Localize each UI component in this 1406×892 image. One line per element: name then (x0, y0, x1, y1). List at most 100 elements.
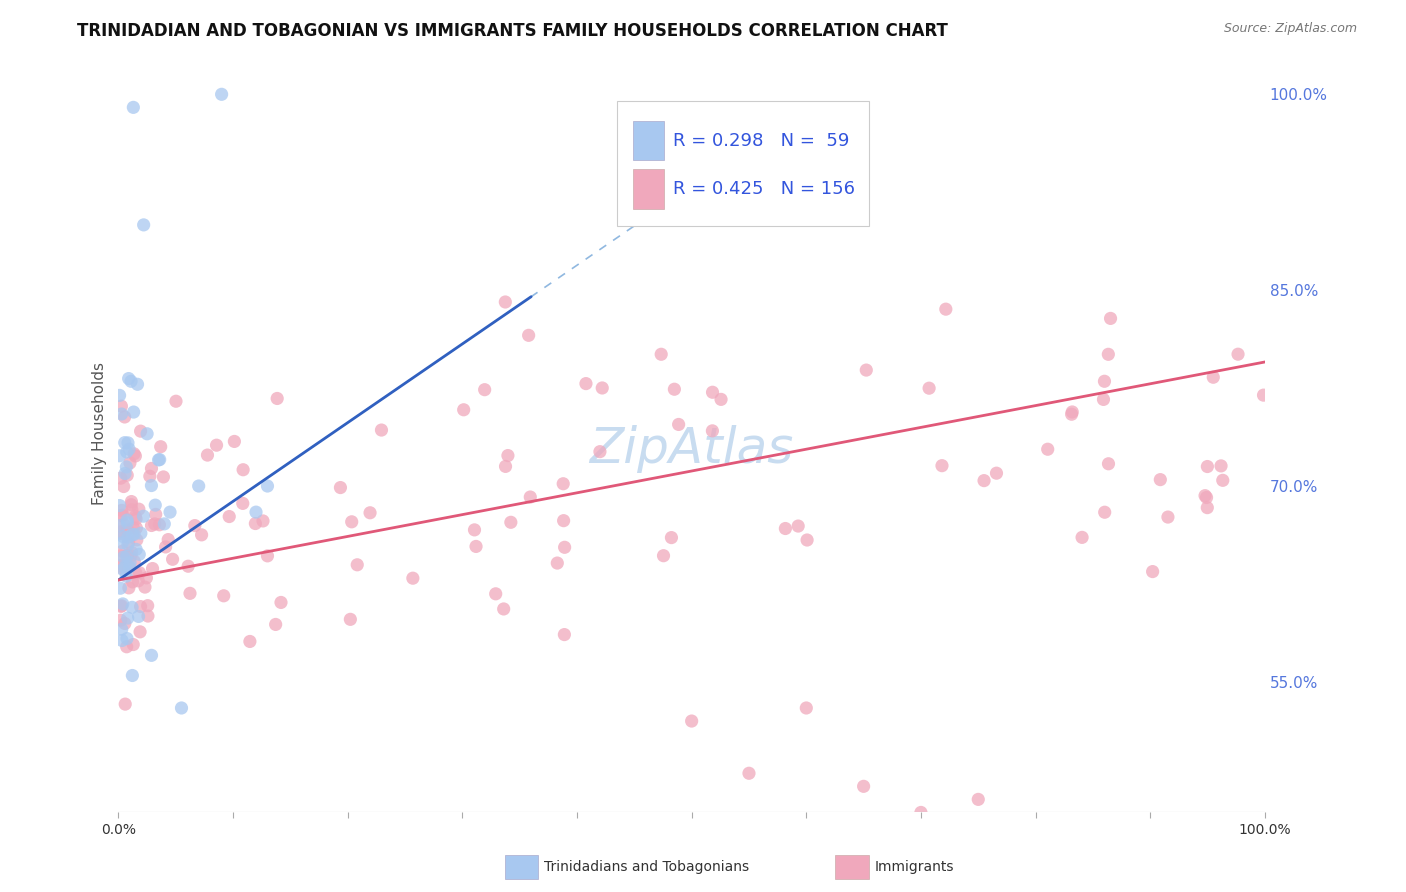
Point (149, 452, 172, 467)
Point (117, 530, 139, 544)
Point (122, 405, 145, 419)
Point (143, 516, 166, 531)
Point (256, 479, 278, 493)
Point (127, 574, 149, 588)
Point (553, 514, 575, 528)
Point (124, 554, 146, 568)
Point (910, 805, 932, 820)
Point (359, 506, 381, 520)
Point (973, 474, 995, 488)
Text: Source: ZipAtlas.com: Source: ZipAtlas.com (1223, 22, 1357, 36)
Point (115, 640, 138, 654)
Point (115, 569, 138, 583)
Point (118, 581, 141, 595)
Point (553, 476, 575, 491)
Point (117, 535, 139, 549)
Point (1157, 510, 1180, 524)
Point (125, 521, 148, 535)
Point (211, 87, 233, 102)
Point (1092, 392, 1115, 407)
Point (110, 526, 132, 541)
Point (650, 347, 672, 361)
Point (1194, 489, 1216, 503)
Point (108, 499, 131, 513)
Point (141, 648, 163, 663)
Point (139, 469, 162, 483)
Point (110, 558, 132, 573)
Point (132, 218, 155, 232)
Point (117, 435, 139, 450)
Point (129, 599, 152, 614)
Point (1062, 405, 1084, 419)
Point (589, 444, 612, 458)
Point (122, 521, 145, 535)
Point (212, 589, 235, 603)
Point (121, 668, 143, 682)
Point (453, 402, 475, 417)
Point (129, 526, 152, 541)
Point (120, 498, 142, 512)
Point (128, 609, 150, 624)
Point (108, 518, 131, 533)
Point (125, 542, 148, 557)
Point (931, 458, 953, 473)
Point (1097, 457, 1119, 471)
Point (114, 697, 136, 711)
Text: Immigrants: Immigrants (875, 860, 955, 874)
Point (329, 481, 352, 495)
Point (1149, 473, 1171, 487)
FancyBboxPatch shape (633, 121, 664, 161)
Point (114, 616, 136, 631)
Point (117, 371, 139, 385)
Point (129, 624, 152, 639)
Point (1209, 458, 1232, 473)
Point (162, 552, 184, 566)
Point (232, 463, 254, 477)
Point (775, 522, 797, 536)
Point (121, 502, 143, 516)
Point (117, 538, 139, 552)
Point (239, 634, 262, 648)
Point (117, 548, 139, 562)
Point (145, 508, 167, 522)
Point (128, 502, 150, 516)
Point (110, 613, 132, 627)
Point (1253, 388, 1275, 402)
Point (179, 586, 201, 600)
Point (1071, 530, 1094, 544)
Point (1099, 311, 1122, 326)
Point (112, 479, 135, 493)
Point (124, 566, 146, 580)
Point (232, 496, 254, 510)
Point (738, 766, 761, 780)
Point (110, 471, 132, 485)
Point (463, 523, 485, 537)
Point (852, 780, 875, 794)
Point (122, 527, 145, 541)
Point (115, 445, 138, 459)
Point (197, 448, 219, 462)
Point (245, 505, 267, 519)
Point (124, 449, 146, 463)
Point (252, 514, 274, 528)
Point (499, 516, 522, 530)
Text: TRINIDADIAN AND TOBAGONIAN VS IMMIGRANTS FAMILY HOUSEHOLDS CORRELATION CHART: TRINIDADIAN AND TOBAGONIAN VS IMMIGRANTS… (77, 22, 948, 40)
Point (115, 513, 138, 527)
Point (111, 599, 134, 613)
Point (136, 426, 159, 441)
Point (1060, 407, 1083, 421)
Point (115, 632, 138, 646)
Point (1097, 347, 1119, 361)
Point (111, 597, 134, 611)
FancyBboxPatch shape (617, 101, 869, 226)
Point (135, 571, 157, 585)
Point (143, 498, 166, 512)
Point (115, 468, 138, 483)
Point (110, 549, 132, 563)
Point (122, 447, 145, 461)
Point (122, 638, 145, 652)
Point (120, 549, 142, 563)
Point (270, 595, 292, 609)
Point (1227, 347, 1250, 361)
Point (136, 599, 159, 613)
